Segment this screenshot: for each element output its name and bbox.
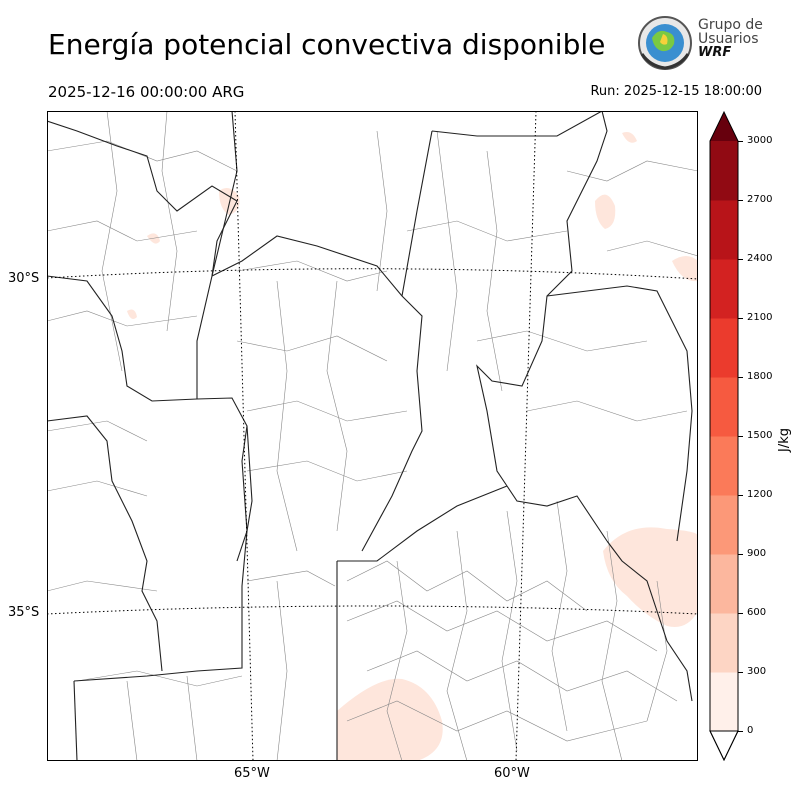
colorbar-tick-mark	[738, 731, 743, 732]
colorbar-tick-mark	[738, 554, 743, 555]
colorbar-band	[710, 377, 738, 437]
colorbar-band	[710, 200, 738, 260]
logo-line-2: Usuarios	[698, 31, 759, 47]
colorbar-tick-mark	[738, 377, 743, 378]
colorbar-band	[710, 141, 738, 201]
colorbar-tick-label: 3000	[747, 135, 773, 146]
colorbar-band	[710, 613, 738, 673]
colorbar-tick-mark	[738, 259, 743, 260]
map-panel	[47, 111, 698, 761]
colorbar-tick-label: 1500	[747, 430, 773, 441]
logo-line-3: WRF	[698, 45, 732, 60]
colorbar-tick-label: 1800	[747, 371, 773, 382]
colorbar-tick-label: 2700	[747, 194, 773, 205]
colorbar-tick-mark	[738, 613, 743, 614]
colorbar-tick-label: 600	[747, 607, 767, 618]
lon-label-65w: 65°W	[234, 766, 270, 781]
valid-time: 2025-12-16 00:00:00 ARG	[48, 83, 245, 101]
colorbar	[709, 110, 739, 762]
colorbar-tick-mark	[738, 436, 743, 437]
colorbar-band	[710, 259, 738, 319]
colorbar-tick-label: 1200	[747, 489, 773, 500]
logo-line-1: Grupo de	[698, 17, 763, 33]
map-title: Energía potencial convectiva disponible	[48, 28, 606, 61]
lat-label-30s: 30°S	[8, 271, 40, 286]
colorbar-band	[710, 672, 738, 732]
colorbar-tick-label: 300	[747, 666, 767, 677]
colorbar-under-arrow	[709, 730, 739, 762]
wrf-logo: Grupo de Usuarios WRF	[636, 14, 766, 74]
lat-label-35s: 35°S	[8, 605, 40, 620]
colorbar-tick-mark	[738, 318, 743, 319]
colorbar-tick-mark	[738, 141, 743, 142]
colorbar-tick-label: 900	[747, 548, 767, 559]
colorbar-tick-label: 2400	[747, 253, 773, 264]
colorbar-unit-label: J/kg	[777, 428, 792, 452]
colorbar-tick-label: 2100	[747, 312, 773, 323]
globe-seal-icon	[638, 16, 692, 70]
department-boundaries	[47, 111, 698, 761]
colorbar-over-arrow	[710, 112, 738, 141]
run-time: Run: 2025-12-15 18:00:00	[590, 84, 762, 99]
colorbar-tick-mark	[738, 495, 743, 496]
colorbar-tick-mark	[738, 200, 743, 201]
lon-label-60w: 60°W	[494, 766, 530, 781]
province-boundaries	[47, 111, 693, 761]
colorbar-tick-mark	[738, 672, 743, 673]
colorbar-band	[710, 318, 738, 378]
colorbar-tick-label: 0	[747, 725, 754, 736]
colorbar-band	[710, 436, 738, 496]
colorbar-band	[710, 554, 738, 614]
graticule	[47, 111, 698, 761]
colorbar-band	[710, 495, 738, 555]
